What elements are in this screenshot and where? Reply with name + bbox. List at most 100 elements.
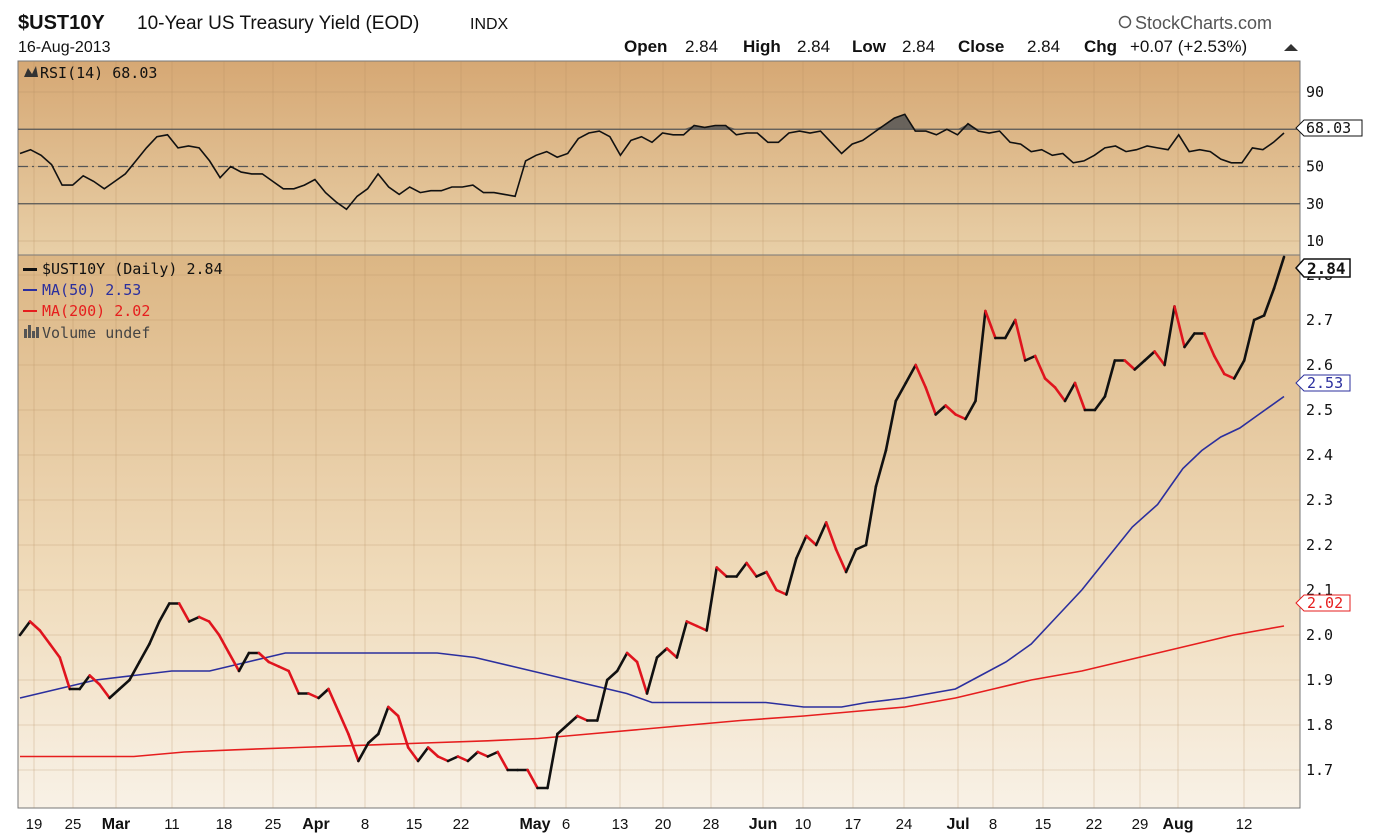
price-y-tick-label: 2.4 (1306, 446, 1333, 464)
price-segment-up (158, 602, 171, 623)
price-segment-down (715, 566, 728, 578)
price-segment-down (665, 647, 679, 659)
price-segment-up (1143, 350, 1156, 362)
rsi-reference-lines (18, 128, 1300, 205)
price-segment-up (854, 543, 868, 551)
price-segment-down (1123, 359, 1136, 371)
price-segment-down (197, 615, 211, 623)
price-segment-up (605, 669, 619, 682)
rsi-y-tick-label: 10 (1306, 232, 1324, 250)
price-y-ticks: 2.82.72.62.52.42.32.22.12.01.91.81.7 (1306, 266, 1333, 779)
ma50-last-value: 2.53 (1307, 374, 1343, 392)
price-segment-down (1053, 386, 1067, 403)
x-tick-label: 19 (26, 816, 43, 833)
price-segment-up (904, 363, 918, 385)
x-tick-label: 25 (65, 816, 82, 833)
brand-logo[interactable]: StockCharts.com (1118, 13, 1273, 33)
price-segment-down (765, 570, 778, 592)
price-y-tick-label: 1.8 (1306, 716, 1333, 734)
price-segment-down (695, 624, 709, 632)
x-tick-label: 24 (896, 816, 913, 833)
brand-label: StockCharts.com (1135, 13, 1272, 33)
price-segment-up (1163, 305, 1176, 367)
price-segment-down (496, 750, 510, 772)
x-tick-label: 22 (1086, 816, 1103, 833)
price-segment-up (1242, 318, 1256, 362)
instrument-name: 10-Year US Treasury Yield (EOD) (137, 13, 419, 34)
price-legend-text: $UST10Y (Daily) 2.84 (42, 260, 223, 278)
price-segment-down (406, 746, 420, 763)
price-segment-up (317, 687, 330, 700)
price-segment-up (1183, 332, 1196, 349)
volume-legend-icon (24, 325, 39, 338)
price-segment-down (1203, 332, 1216, 358)
x-tick-label: 25 (265, 816, 282, 833)
price-segment-up (18, 620, 32, 637)
price-segment-down (804, 534, 818, 547)
rsi-legend: RSI(14) 68.03 (24, 64, 157, 82)
price-panel (17, 254, 1301, 809)
rsi-y-tick-label: 50 (1306, 158, 1324, 176)
x-tick-label: 12 (1236, 816, 1253, 833)
price-segment-down (834, 548, 848, 574)
x-tick-label: 8 (989, 816, 997, 833)
price-series-line (18, 255, 1286, 790)
ma50-legend-swatch (23, 289, 37, 291)
price-segment-up (645, 656, 659, 695)
price-segment-down (944, 404, 957, 416)
ma50-last-value-box (1295, 374, 1351, 392)
price-segment-down (58, 656, 72, 691)
rsi-overbought-fill (683, 114, 979, 130)
price-segment-down (685, 620, 699, 628)
price-segment-up (376, 705, 390, 736)
price-segment-up (546, 732, 559, 790)
price-legend-swatch (23, 268, 37, 271)
x-tick-label: Apr (302, 816, 330, 833)
x-tick-label: 11 (164, 816, 180, 833)
price-y-tick-label: 2.0 (1306, 626, 1333, 644)
price-segment-down (576, 714, 589, 722)
price-segment-up (138, 642, 151, 664)
price-segment-up (934, 404, 947, 416)
price-segment-up (974, 309, 987, 403)
price-segment-down (436, 755, 450, 763)
price-segment-down (307, 692, 320, 700)
price-segment-down (48, 642, 62, 659)
chg-value: +0.07 (+2.53%) (1130, 37, 1247, 56)
price-segment-down (1223, 372, 1236, 380)
price-segment-up (446, 755, 460, 763)
price-segment-up (466, 750, 480, 763)
price-segment-up (595, 678, 609, 722)
price-segment-up (1272, 255, 1286, 290)
rsi-y-tick-label: 90 (1306, 83, 1324, 101)
price-segment-down (1043, 377, 1057, 389)
exchange-label: INDX (470, 16, 509, 33)
price-segment-up (1023, 354, 1037, 362)
price-segment-up (1133, 359, 1146, 371)
price-segment-up (108, 687, 121, 700)
ma200-legend-swatch (23, 310, 37, 312)
price-segment-down (954, 413, 967, 421)
price-segment-up (357, 741, 370, 763)
price-segment-up (1103, 359, 1117, 398)
price-segment-down (98, 683, 111, 700)
price-segment-down (924, 386, 938, 416)
ma200-series-line (20, 625, 1285, 758)
rsi-legend-text: RSI(14) 68.03 (40, 64, 157, 82)
x-axis-ticks: 19 25 Mar 11 18 25 Apr 8 15 22 May 6 13 20 28 Jun 10 17 24… (26, 816, 1253, 833)
price-segment-up (118, 678, 131, 691)
price-segment-down (476, 750, 490, 758)
price-segment-up (486, 750, 500, 758)
price-segment-down (337, 710, 350, 736)
price-y-tick-label: 2.5 (1306, 401, 1333, 419)
price-y-tick-label: 2.3 (1306, 491, 1333, 509)
price-segment-down (207, 620, 221, 637)
price-segment-up (615, 651, 629, 673)
price-last-value-box (1294, 258, 1351, 278)
x-tick-label: 8 (361, 816, 369, 833)
price-segment-up (148, 620, 161, 646)
price-segment-up (237, 651, 251, 673)
rsi-legend-icon (24, 66, 38, 77)
price-segment-down (177, 602, 191, 623)
